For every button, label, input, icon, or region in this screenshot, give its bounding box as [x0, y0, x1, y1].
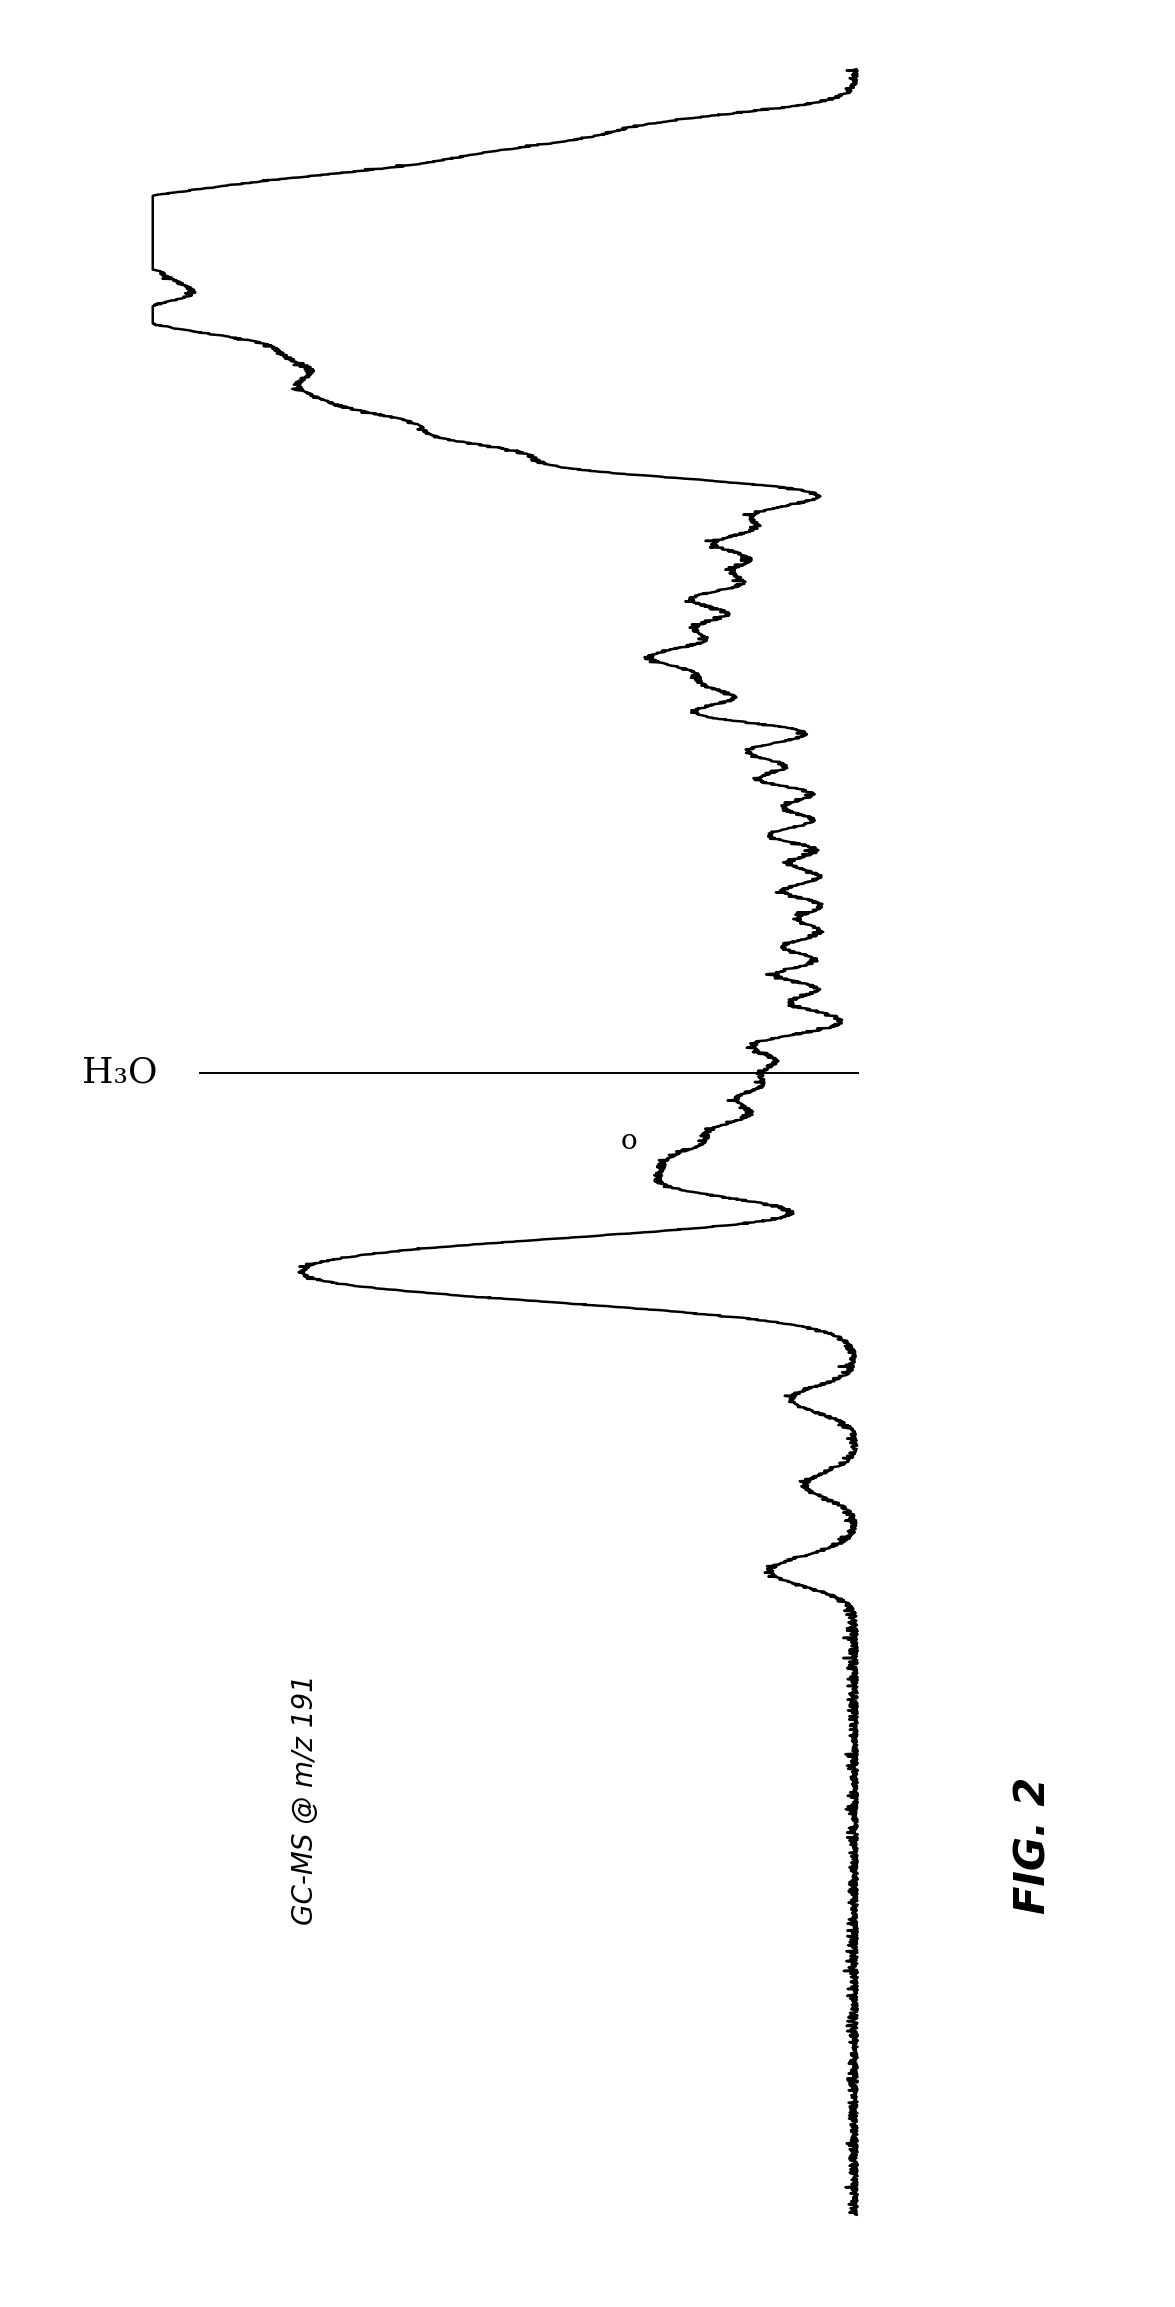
Text: FIG. 2: FIG. 2: [1013, 1776, 1055, 1915]
Text: H₃O: H₃O: [82, 1057, 157, 1089]
Text: GC-MS @ m/z 191: GC-MS @ m/z 191: [291, 1675, 320, 1924]
Text: o: o: [620, 1128, 637, 1156]
